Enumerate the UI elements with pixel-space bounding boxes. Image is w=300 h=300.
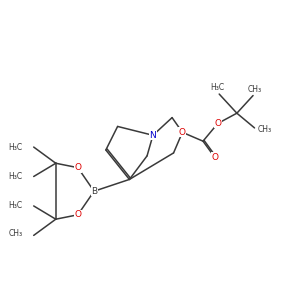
- Text: CH₃: CH₃: [8, 230, 22, 238]
- Text: O: O: [74, 163, 81, 172]
- Text: N: N: [150, 131, 156, 140]
- Text: H₃C: H₃C: [8, 172, 22, 181]
- Text: B: B: [91, 187, 97, 196]
- Text: CH₃: CH₃: [248, 85, 262, 94]
- Text: O: O: [179, 128, 186, 137]
- Text: O: O: [74, 210, 81, 219]
- Text: H₃C: H₃C: [8, 201, 22, 210]
- Text: O: O: [211, 153, 218, 162]
- Text: H₃C: H₃C: [8, 142, 22, 152]
- Text: H₃C: H₃C: [211, 83, 225, 92]
- Text: CH₃: CH₃: [258, 125, 272, 134]
- Text: O: O: [214, 119, 221, 128]
